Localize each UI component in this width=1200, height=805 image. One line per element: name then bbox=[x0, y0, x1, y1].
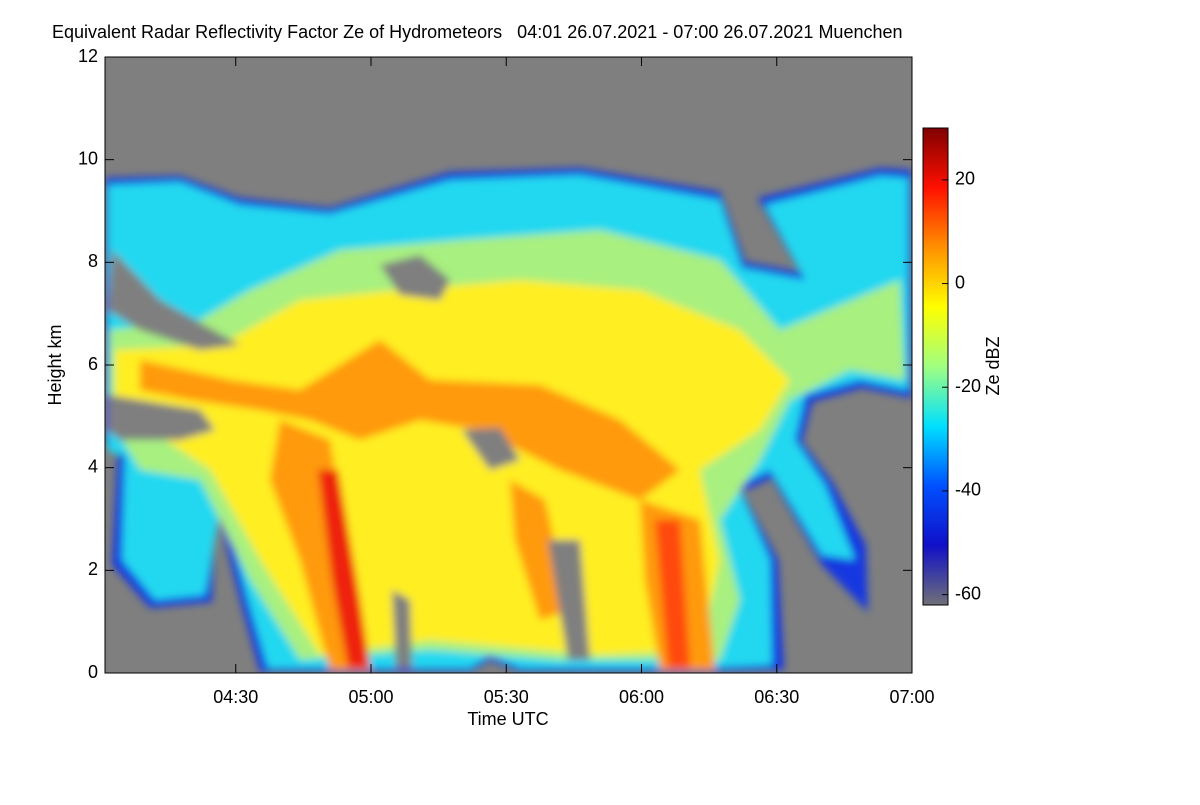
x-tick-label: 05:30 bbox=[484, 687, 529, 707]
y-axis-label: Height km bbox=[45, 324, 65, 405]
y-tick-label: 0 bbox=[88, 662, 98, 682]
reflectivity-field bbox=[105, 168, 912, 672]
y-tick-label: 2 bbox=[88, 559, 98, 579]
chart-title: Equivalent Radar Reflectivity Factor Ze … bbox=[52, 22, 903, 42]
y-tick-label: 4 bbox=[88, 456, 98, 476]
y-tick-label: 6 bbox=[88, 354, 98, 374]
y-tick-label: 8 bbox=[88, 251, 98, 271]
y-tick-label: 12 bbox=[78, 46, 98, 66]
colorbar bbox=[922, 127, 949, 606]
x-axis-label: Time UTC bbox=[467, 709, 548, 729]
colorbar-tick-label: -40 bbox=[955, 480, 981, 500]
colorbar-tick-label: 20 bbox=[955, 169, 975, 189]
colorbar-tick-label: -20 bbox=[955, 376, 981, 396]
x-tick-label: 05:00 bbox=[348, 687, 393, 707]
colorbar-tick-label: 0 bbox=[955, 272, 965, 292]
colorbar-tick-label: -60 bbox=[955, 583, 981, 603]
y-tick-label: 10 bbox=[78, 148, 98, 168]
colorbar-label: Ze dBZ bbox=[983, 336, 1003, 395]
x-tick-label: 07:00 bbox=[889, 687, 934, 707]
x-tick-label: 04:30 bbox=[213, 687, 258, 707]
x-tick-label: 06:30 bbox=[754, 687, 799, 707]
x-tick-label: 06:00 bbox=[619, 687, 664, 707]
